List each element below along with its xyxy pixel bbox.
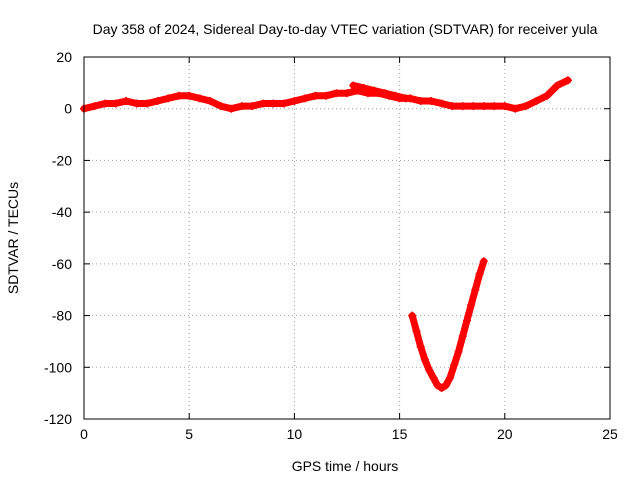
x-tick-label: 25	[602, 426, 618, 442]
data-point	[343, 89, 351, 98]
data-point	[237, 102, 246, 111]
data-point	[269, 99, 278, 108]
x-axis-label: GPS time / hours	[292, 458, 399, 474]
data-point	[563, 76, 572, 85]
ticks: 0 5 10 15 20 25 20 0 -20 -40 -60 -80 -100 -120	[44, 49, 618, 442]
y-tick-label: -20	[52, 152, 72, 168]
data-point	[164, 94, 173, 103]
data-point	[111, 99, 120, 108]
data-point	[174, 91, 183, 100]
data-point	[153, 96, 162, 105]
y-tick-label: -80	[52, 308, 72, 324]
data-point	[401, 94, 410, 103]
data-point	[416, 342, 425, 351]
y-tick-label: -100	[44, 359, 72, 375]
data-point	[462, 316, 471, 325]
data-point	[185, 91, 194, 100]
data-point	[437, 99, 446, 108]
data-point	[450, 360, 459, 369]
x-tick-label: 20	[497, 426, 513, 442]
data-point	[500, 102, 509, 111]
data-point	[441, 381, 450, 390]
x-tick-label: 10	[287, 426, 303, 442]
chart-title: Day 358 of 2024, Sidereal Day-to-day VTE…	[93, 21, 598, 37]
data-point	[448, 102, 457, 111]
y-axis-label: SDTVAR / TECUs	[5, 182, 21, 294]
data-point	[300, 94, 309, 103]
x-tick-label: 0	[80, 426, 88, 442]
x-tick-label: 5	[185, 426, 193, 442]
data-point	[90, 102, 99, 111]
grid	[84, 57, 610, 419]
data-point	[433, 381, 442, 390]
data-point	[370, 86, 379, 95]
data-point	[290, 96, 299, 105]
data-series	[80, 76, 572, 392]
data-point	[412, 327, 421, 336]
data-point	[458, 332, 467, 341]
data-point	[216, 102, 225, 111]
data-point	[471, 285, 480, 294]
y-tick-label: -120	[44, 411, 72, 427]
data-point	[359, 84, 368, 93]
data-point	[122, 96, 131, 105]
data-point	[408, 311, 417, 320]
data-point	[475, 270, 484, 279]
data-point	[427, 96, 436, 105]
data-point	[454, 347, 463, 356]
data-point	[195, 94, 204, 103]
data-point	[458, 102, 467, 111]
data-point	[380, 89, 389, 98]
data-point	[321, 91, 330, 100]
y-tick-label: 20	[56, 49, 72, 65]
series-band-2	[408, 257, 488, 392]
data-point	[553, 81, 562, 90]
data-point	[532, 96, 541, 105]
data-point	[437, 383, 446, 392]
data-point	[349, 81, 358, 90]
y-tick-label: 0	[64, 101, 72, 117]
data-point	[143, 99, 152, 108]
data-point	[420, 355, 429, 364]
data-point	[521, 102, 530, 111]
data-point	[132, 99, 141, 108]
plot-border	[83, 56, 611, 420]
data-point	[425, 365, 434, 374]
data-point	[542, 91, 551, 100]
data-point	[467, 301, 476, 310]
x-tick-label: 15	[392, 426, 408, 442]
data-point	[416, 96, 425, 105]
data-point	[258, 99, 267, 108]
data-point	[227, 104, 236, 113]
data-point	[279, 99, 288, 108]
data-point	[248, 102, 257, 111]
data-point	[429, 373, 438, 382]
data-point	[479, 257, 488, 266]
data-point	[479, 102, 488, 111]
data-point	[469, 102, 478, 111]
data-point	[490, 102, 499, 111]
data-point	[332, 89, 341, 98]
y-tick-label: -40	[52, 204, 72, 220]
data-point	[511, 104, 520, 113]
data-point	[311, 91, 320, 100]
data-point	[206, 96, 215, 105]
data-point	[101, 99, 110, 108]
data-point	[446, 373, 455, 382]
y-tick-label: -60	[52, 256, 72, 272]
data-point	[391, 91, 400, 100]
